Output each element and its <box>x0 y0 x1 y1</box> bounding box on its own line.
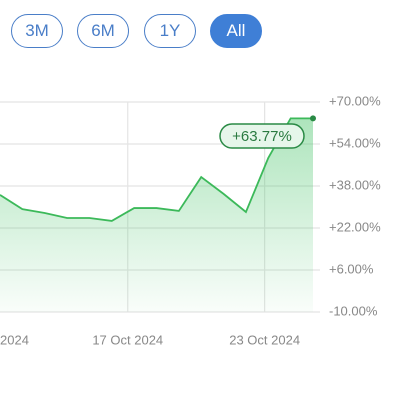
x-tick-label: 17 Oct 2024 <box>92 332 163 347</box>
x-tick-label: 2024 <box>0 332 29 347</box>
y-tick-label: +22.00% <box>329 219 381 234</box>
annotation: +63.77% <box>232 128 292 145</box>
range-button[interactable]: 3M <box>11 14 63 48</box>
range-button[interactable]: 1Y <box>144 14 196 48</box>
line <box>0 117 313 222</box>
y-tick-label: +70.00% <box>329 93 381 108</box>
range-button[interactable]: All <box>210 14 262 48</box>
y-tick-label: -10.00% <box>329 303 378 318</box>
y-tick-label: +38.00% <box>329 177 381 192</box>
range-button[interactable]: 6M <box>77 14 129 48</box>
y-tick-label: +54.00% <box>329 135 381 150</box>
end-point <box>310 115 316 122</box>
y-tick-label: +6.00% <box>329 261 374 276</box>
annotation-badge <box>219 123 305 149</box>
area <box>0 118 313 312</box>
x-tick-label: 23 Oct 2024 <box>229 332 300 347</box>
